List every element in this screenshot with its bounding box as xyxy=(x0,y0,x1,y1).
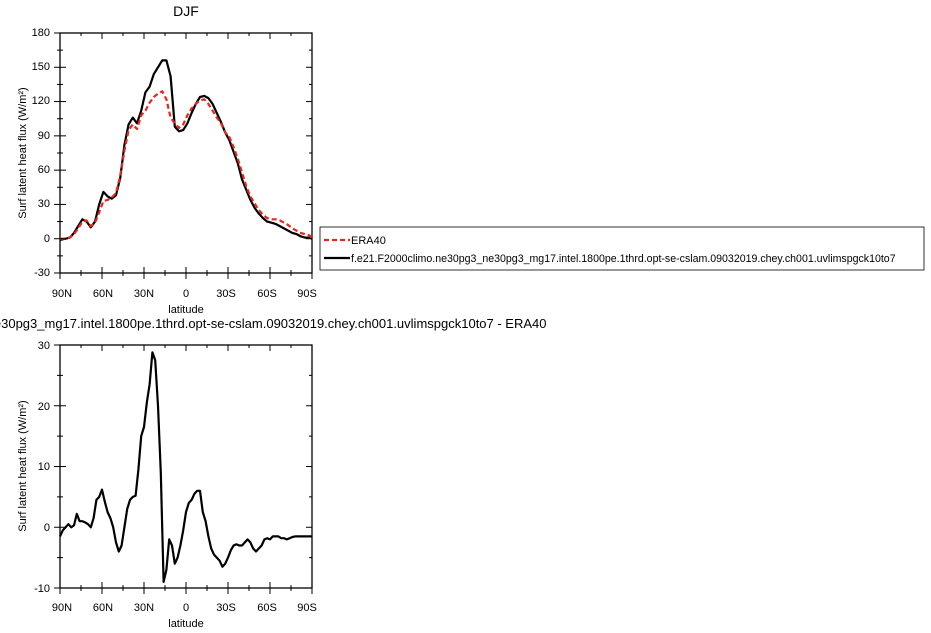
x-tick-label: 60S xyxy=(257,288,277,300)
panel-difference: f.e21.F2000climo.ne30pg3_ne30pg3_mg17.in… xyxy=(0,316,547,630)
plot-frame xyxy=(59,344,313,589)
series-line-model xyxy=(59,59,313,241)
x-tick-label: 60S xyxy=(257,602,277,614)
y-tick-label: 90 xyxy=(38,130,50,142)
x-tick-label: 30N xyxy=(134,288,154,300)
x-tick-label: 0 xyxy=(183,602,189,614)
chart-title: DJF xyxy=(173,3,199,19)
series-line-difference xyxy=(59,351,312,583)
y-tick-label: 30 xyxy=(38,198,50,210)
chart-title: f.e21.F2000climo.ne30pg3_ne30pg3_mg17.in… xyxy=(0,316,547,331)
x-tick-label: 60N xyxy=(93,602,113,614)
legend-box xyxy=(319,226,925,271)
y-tick-label: -30 xyxy=(34,267,50,279)
x-tick-label: 30S xyxy=(216,602,236,614)
x-axis-label: latitude xyxy=(168,618,203,630)
y-tick-label: 120 xyxy=(32,95,50,107)
legend-label-era40: ERA40 xyxy=(351,235,386,247)
x-tick-label: 30S xyxy=(216,288,236,300)
axis-ticks xyxy=(54,344,313,594)
axis-ticks xyxy=(54,32,313,279)
series-lines xyxy=(59,351,312,583)
x-tick-label: 90N xyxy=(52,288,72,300)
legend-label-model: f.e21.F2000climo.ne30pg3_ne30pg3_mg17.in… xyxy=(351,253,896,265)
y-tick-label: 30 xyxy=(38,340,50,352)
y-tick-label: 60 xyxy=(38,164,50,176)
x-tick-label: 0 xyxy=(183,288,189,300)
x-tick-label: 60N xyxy=(93,288,113,300)
y-tick-label: 10 xyxy=(38,461,50,473)
panel-djf: DJF 180 150 120 90 60 30 0 -30 90N 60N 3… xyxy=(17,3,317,316)
y-tick-label: 20 xyxy=(38,401,50,413)
y-tick-label: 0 xyxy=(44,233,50,245)
series-lines xyxy=(59,59,313,241)
y-tick-label: -10 xyxy=(34,583,50,595)
x-tick-label: 90S xyxy=(297,288,317,300)
y-axis-label: Surf latent heat flux (W/m²) xyxy=(17,87,29,218)
x-tick-label: 30N xyxy=(134,602,154,614)
y-tick-label: 0 xyxy=(44,522,50,534)
y-tick-label: 150 xyxy=(32,61,50,73)
x-tick-label: 90S xyxy=(297,602,317,614)
x-axis-label: latitude xyxy=(168,304,203,316)
legend: ERA40 f.e21.F2000climo.ne30pg3_ne30pg3_m… xyxy=(319,226,925,271)
y-tick-label: 180 xyxy=(32,27,50,39)
y-axis-label: Surf latent heat flux (W/m²) xyxy=(17,400,29,531)
series-line-era40 xyxy=(60,90,313,240)
x-tick-label: 90N xyxy=(52,602,72,614)
plot-frame xyxy=(59,32,313,274)
